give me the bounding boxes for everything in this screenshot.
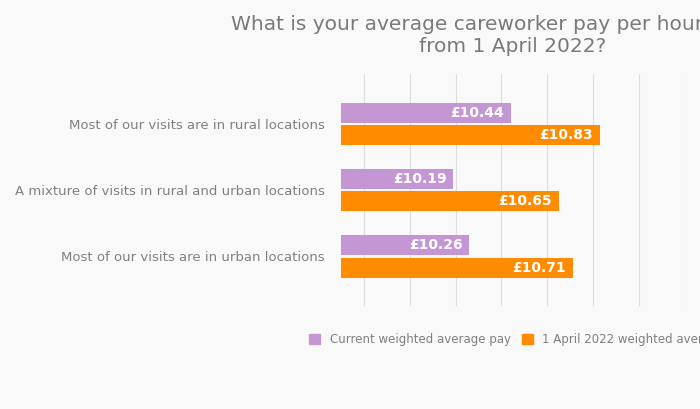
Legend: Current weighted average pay, 1 April 2022 weighted average pay: Current weighted average pay, 1 April 20… xyxy=(304,329,700,351)
Text: £10.26: £10.26 xyxy=(409,238,463,252)
Bar xyxy=(0,235,469,255)
Bar xyxy=(0,191,559,211)
Bar xyxy=(0,258,573,278)
Text: £10.19: £10.19 xyxy=(393,172,447,186)
Bar xyxy=(0,169,454,189)
Text: £10.71: £10.71 xyxy=(512,261,566,275)
Title: What is your average careworker pay per hour now and
from 1 April 2022?: What is your average careworker pay per … xyxy=(230,15,700,56)
Bar xyxy=(0,103,510,123)
Bar xyxy=(0,125,600,145)
Text: £10.65: £10.65 xyxy=(498,194,552,209)
Text: £10.44: £10.44 xyxy=(450,106,504,120)
Text: £10.83: £10.83 xyxy=(540,128,593,142)
